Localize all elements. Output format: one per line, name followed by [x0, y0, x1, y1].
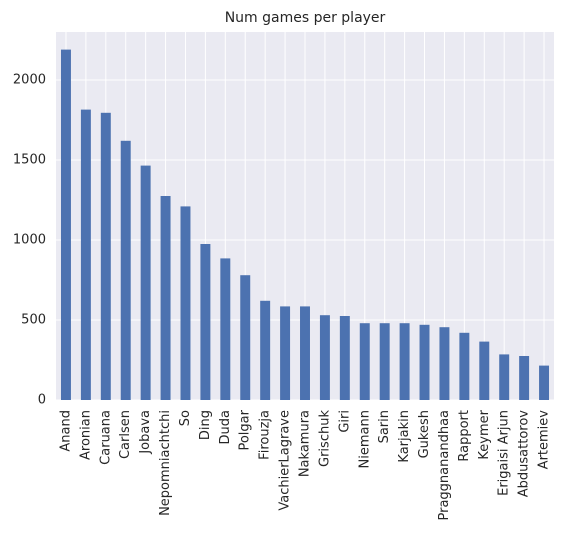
bar-caruana [100, 112, 111, 401]
x-tick-label: Caruana [98, 410, 113, 465]
x-tick-label: Carlsen [118, 410, 133, 459]
bar-gukesh [419, 324, 430, 400]
y-tick-label: 500 [21, 313, 46, 328]
x-tick-label: Polgar [238, 409, 253, 450]
bar-jobava [140, 165, 151, 400]
x-tick-label: Nepomniachtchi [158, 410, 173, 516]
x-tick-label: Ding [198, 410, 213, 440]
y-axis-ticks: 0 500 1000 1500 2000 [13, 73, 46, 408]
x-tick-label: Abdusattorov [517, 410, 532, 498]
bar-karjakin [399, 323, 410, 400]
x-tick-label: Aronian [78, 410, 93, 460]
x-tick-label: Praggnanandhaa [437, 410, 452, 521]
x-tick-label: Giri [337, 410, 352, 433]
bar-nakamura [300, 306, 310, 400]
bar-grischuk [319, 315, 330, 400]
bar-polgar [240, 275, 251, 400]
bar-aronian [80, 109, 91, 400]
x-tick-label: Keymer [477, 409, 492, 459]
x-tick-label: Jobava [138, 410, 153, 455]
bar-ding [200, 244, 211, 400]
bar-abdusattorov [519, 356, 530, 400]
x-tick-label: Firouzja [258, 410, 273, 460]
bar-so [180, 206, 191, 400]
chart-title: Num games per player [225, 10, 386, 26]
bar-vachierlagrave [280, 306, 291, 400]
x-tick-label: Niemann [357, 410, 372, 468]
x-tick-label: Sarin [377, 410, 392, 443]
y-tick-label: 1500 [13, 153, 46, 168]
bar-erigaisi-arjun [499, 354, 510, 400]
y-tick-label: 2000 [13, 73, 46, 88]
bar-carlsen [120, 140, 131, 401]
bar-anand [60, 49, 71, 400]
y-tick-label: 0 [38, 393, 46, 408]
bar-sarin [379, 323, 390, 400]
bar-giri [339, 316, 350, 400]
bar-keymer [479, 341, 490, 400]
x-tick-label: So [178, 410, 193, 426]
y-tick-label: 1000 [13, 233, 46, 248]
x-axis-ticks: Anand Aronian Caruana Carlsen Jobava Nepomnia… [58, 409, 551, 520]
bars [60, 49, 550, 401]
bar-rapport [459, 332, 470, 400]
bar-praggnanandhaa [439, 327, 450, 400]
bar-niemann [359, 323, 370, 400]
x-tick-label: Karjakin [397, 410, 412, 463]
x-tick-label: Erigaisi Arjun [497, 410, 512, 496]
x-tick-label: Anand [58, 410, 73, 452]
bar-artemiev [539, 365, 550, 400]
x-tick-label: Artemiev [537, 410, 552, 470]
x-tick-label: Gukesh [417, 410, 432, 458]
bar-nepomniachtchi [160, 196, 171, 400]
bar-duda [220, 258, 231, 400]
x-tick-label: Grischuk [317, 410, 332, 467]
x-tick-label: Rapport [457, 410, 472, 462]
x-tick-label: Nakamura [298, 410, 313, 477]
x-tick-label: VachierLagrave [278, 410, 293, 511]
x-tick-label: Duda [218, 410, 233, 444]
bar-firouzja [260, 300, 271, 400]
